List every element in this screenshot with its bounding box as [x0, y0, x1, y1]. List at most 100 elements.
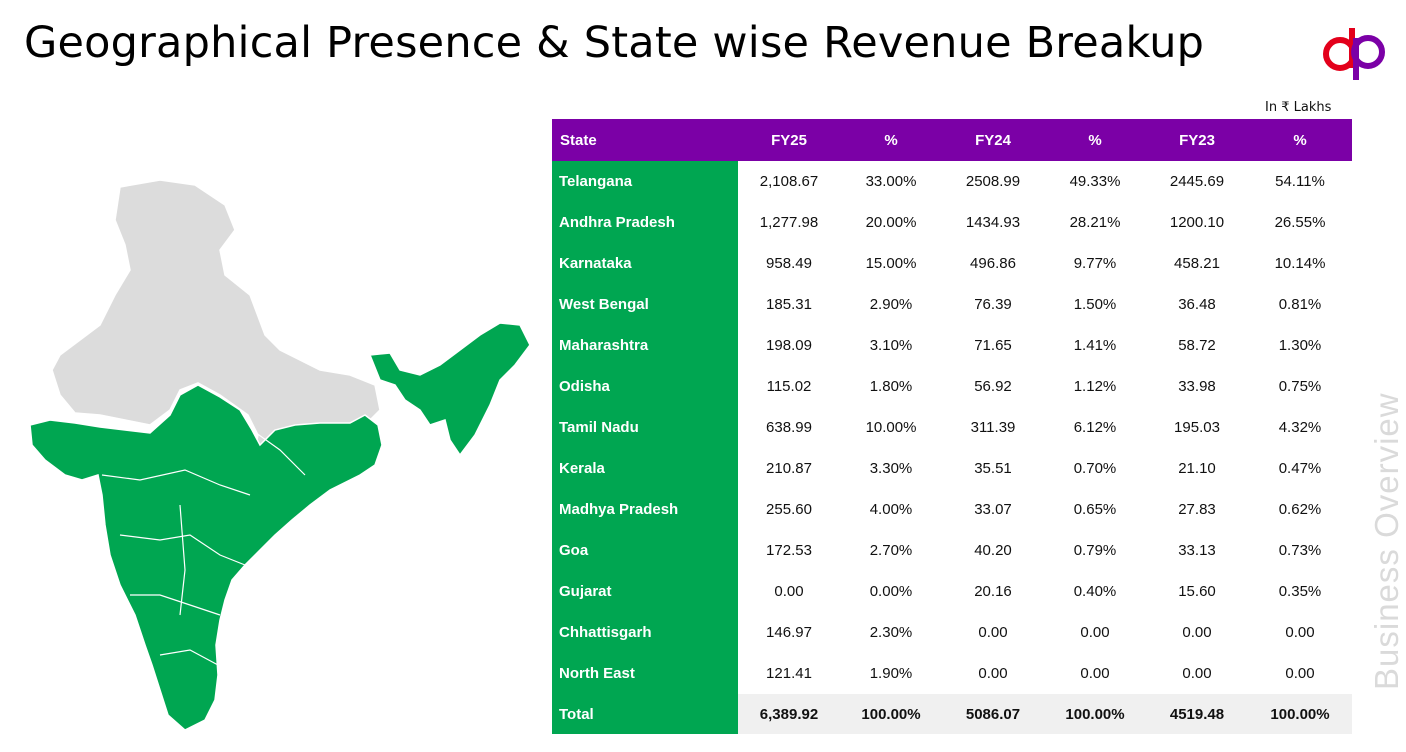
map-northeast	[368, 322, 531, 457]
fy25-pct-cell: 1.90%	[869, 665, 913, 682]
col-header-fy25: FY25	[738, 119, 840, 161]
fy23-pct-cell: 54.11%	[1275, 173, 1325, 190]
table-row: Gujarat 0.00 0.00% 20.16 0.40% 15.60 0.35%	[552, 571, 1352, 612]
fy24-cell: 1434.93	[965, 214, 1021, 231]
fy24-cell: 40.20	[974, 542, 1012, 559]
fy25-pct-cell: 15.00%	[865, 255, 917, 272]
fy23-cell: 58.72	[1178, 337, 1216, 354]
unit-note: In ₹ Lakhs	[1265, 100, 1332, 115]
fy25-pct-cell: 20.00%	[865, 214, 917, 231]
india-map	[29, 179, 531, 731]
col-header-fy23: FY23	[1146, 119, 1248, 161]
fy24-cell: 20.16	[974, 583, 1012, 600]
total-fy25: 6,389.92	[738, 694, 840, 734]
fy25-cell: 121.41	[766, 665, 812, 682]
fy24-pct-cell: 0.40%	[1073, 583, 1117, 600]
state-cell: Andhra Pradesh	[552, 202, 738, 243]
fy25-cell: 255.60	[766, 501, 812, 518]
table-row: Madhya Pradesh 255.60 4.00% 33.07 0.65% 27.83…	[552, 489, 1352, 530]
fy24-pct-cell: 49.33%	[1069, 173, 1121, 190]
col-header-fy24: FY24	[942, 119, 1044, 161]
fy24-cell: 33.07	[974, 501, 1012, 518]
fy23-cell: 0.00	[1182, 665, 1212, 682]
section-side-label: Business Overview	[1368, 392, 1405, 690]
table-row: Odisha 115.02 1.80% 56.92 1.12% 33.98 0.75%	[552, 366, 1352, 407]
table-row: Kerala 210.87 3.30% 35.51 0.70% 21.10 0.47%	[552, 448, 1352, 489]
fy23-pct-cell: 0.00	[1285, 665, 1315, 682]
fy23-pct-cell: 10.14%	[1274, 255, 1326, 272]
fy24-pct-cell: 1.12%	[1073, 378, 1117, 395]
fy23-pct-cell: 0.35%	[1278, 583, 1322, 600]
fy25-pct-cell: 4.00%	[869, 501, 913, 518]
total-fy24-pct: 100.00%	[1044, 694, 1146, 734]
fy25-cell: 638.99	[766, 419, 812, 436]
state-cell: Goa	[552, 530, 738, 571]
fy23-pct-cell: 0.00	[1285, 624, 1315, 641]
table-row: Chhattisgarh 146.97 2.30% 0.00 0.00 0.00 0.00	[552, 612, 1352, 653]
fy24-pct-cell: 0.00	[1080, 624, 1110, 641]
fy23-pct-cell: 0.62%	[1278, 501, 1322, 518]
state-cell: Gujarat	[552, 571, 738, 612]
table-row: North East 121.41 1.90% 0.00 0.00 0.00 0.00	[552, 653, 1352, 694]
fy23-pct-cell: 0.73%	[1278, 542, 1322, 559]
state-cell: North East	[552, 653, 738, 694]
fy23-cell: 33.13	[1178, 542, 1216, 559]
total-label: Total	[552, 694, 738, 734]
fy23-cell: 33.98	[1178, 378, 1216, 395]
state-cell: Chhattisgarh	[552, 612, 738, 653]
table-row: Andhra Pradesh 1,277.98 20.00% 1434.93 28.21…	[552, 202, 1352, 243]
fy24-pct-cell: 28.21%	[1069, 214, 1121, 231]
col-header-fy25-pct: %	[840, 119, 942, 161]
col-header-fy24-pct: %	[1044, 119, 1146, 161]
fy23-cell: 1200.10	[1169, 214, 1225, 231]
fy25-pct-cell: 2.70%	[869, 542, 913, 559]
table-row: Goa 172.53 2.70% 40.20 0.79% 33.13 0.73%	[552, 530, 1352, 571]
fy25-pct-cell: 33.00%	[865, 173, 917, 190]
table-row: Karnataka 958.49 15.00% 496.86 9.77% 458.21 10…	[552, 243, 1352, 284]
total-fy24: 5086.07	[942, 694, 1044, 734]
fy24-pct-cell: 0.70%	[1073, 460, 1117, 477]
state-cell: West Bengal	[552, 284, 738, 325]
fy23-cell: 0.00	[1182, 624, 1212, 641]
fy24-cell: 2508.99	[965, 173, 1021, 190]
fy25-cell: 0.00	[774, 583, 804, 600]
fy25-cell: 172.53	[766, 542, 812, 559]
fy25-cell: 958.49	[766, 255, 812, 272]
fy23-cell: 27.83	[1178, 501, 1216, 518]
fy24-cell: 0.00	[978, 624, 1008, 641]
fy24-pct-cell: 0.79%	[1073, 542, 1117, 559]
company-logo	[1323, 28, 1385, 80]
fy25-pct-cell: 2.90%	[869, 296, 913, 313]
col-header-state: State	[552, 119, 738, 161]
fy25-cell: 198.09	[766, 337, 812, 354]
fy25-cell: 115.02	[766, 378, 812, 395]
table-row: West Bengal 185.31 2.90% 76.39 1.50% 36.48 0.8…	[552, 284, 1352, 325]
fy25-pct-cell: 0.00%	[869, 583, 913, 600]
table-header-row: State FY25 % FY24 % FY23 %	[552, 119, 1352, 161]
table-row: Telangana 2,108.67 33.00% 2508.99 49.33% 2445…	[552, 161, 1352, 202]
total-fy23: 4519.48	[1146, 694, 1248, 734]
fy24-pct-cell: 9.77%	[1073, 255, 1117, 272]
fy24-pct-cell: 0.65%	[1073, 501, 1117, 518]
fy23-cell: 21.10	[1178, 460, 1216, 477]
fy24-cell: 35.51	[974, 460, 1012, 477]
fy25-cell: 1,277.98	[759, 214, 819, 231]
fy23-cell: 458.21	[1174, 255, 1220, 272]
state-cell: Telangana	[552, 161, 738, 202]
fy23-cell: 195.03	[1174, 419, 1220, 436]
state-cell: Karnataka	[552, 243, 738, 284]
fy24-cell: 76.39	[974, 296, 1012, 313]
fy23-pct-cell: 0.75%	[1278, 378, 1322, 395]
fy24-pct-cell: 1.50%	[1073, 296, 1117, 313]
total-fy25-pct: 100.00%	[840, 694, 942, 734]
fy23-pct-cell: 0.81%	[1278, 296, 1322, 313]
state-boundaries	[101, 429, 306, 666]
fy23-cell: 36.48	[1178, 296, 1216, 313]
state-cell: Kerala	[552, 448, 738, 489]
fy25-cell: 146.97	[766, 624, 812, 641]
fy25-pct-cell: 10.00%	[865, 419, 917, 436]
fy24-pct-cell: 6.12%	[1073, 419, 1117, 436]
state-cell: Maharashtra	[552, 325, 738, 366]
table-row: Tamil Nadu 638.99 10.00% 311.39 6.12% 195.03 4…	[552, 407, 1352, 448]
fy25-cell: 210.87	[766, 460, 812, 477]
